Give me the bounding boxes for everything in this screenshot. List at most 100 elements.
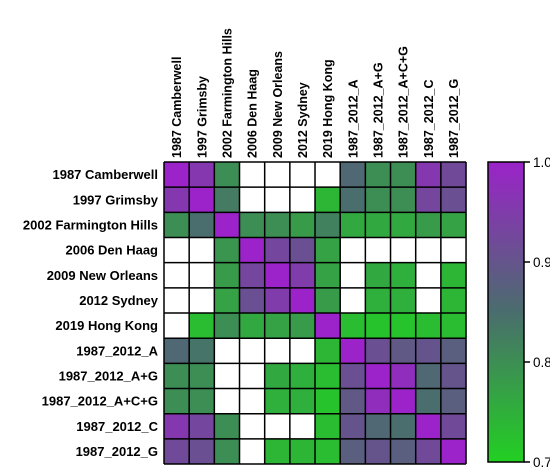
heatmap-cell <box>440 338 467 364</box>
heatmap-cell <box>239 363 265 389</box>
heatmap-cell <box>264 287 290 314</box>
heatmap-cell <box>214 237 240 263</box>
heatmap-cells <box>164 162 467 465</box>
heatmap-cell <box>390 262 416 288</box>
heatmap-cell <box>239 388 265 414</box>
column-label: 2006 Den Haag <box>246 69 260 158</box>
heatmap-cell <box>214 413 240 439</box>
heatmap-cell <box>164 338 190 364</box>
heatmap-cell <box>264 413 290 439</box>
row-label: 1987_2012_A <box>76 343 158 358</box>
heatmap-cell <box>440 212 467 238</box>
heatmap-cell <box>214 212 240 238</box>
heatmap-cell <box>315 162 341 188</box>
heatmap-cell <box>239 237 265 263</box>
heatmap-cell <box>365 438 391 465</box>
heatmap-cell <box>239 413 265 439</box>
heatmap-cell <box>390 212 416 238</box>
heatmap-cell <box>214 162 240 188</box>
column-label: 1987 Camberwell <box>170 57 184 158</box>
heatmap-cell <box>189 262 215 288</box>
heatmap-cell <box>390 162 416 188</box>
heatmap-cell <box>315 438 341 465</box>
column-label: 1997 Grimsby <box>195 76 209 158</box>
row-label: 1987 Camberwell <box>52 167 158 182</box>
heatmap-cell <box>289 187 316 213</box>
heatmap-cell <box>415 363 441 389</box>
heatmap-cell <box>365 313 391 339</box>
column-label: 1987_2012_A+G <box>371 62 385 158</box>
heatmap-cell <box>315 363 341 389</box>
heatmap-cell <box>340 162 366 188</box>
heatmap-cell <box>340 388 366 414</box>
row-label: 1987_2012_G <box>76 444 158 459</box>
heatmap-cell <box>289 363 316 389</box>
heatmap-cell <box>415 262 441 288</box>
heatmap-grid <box>163 161 467 465</box>
heatmap-cell <box>390 363 416 389</box>
heatmap-cell <box>390 438 416 465</box>
row-label: 1987_2012_C <box>76 419 158 434</box>
heatmap-cell <box>239 162 265 188</box>
heatmap-cell <box>390 313 416 339</box>
heatmap-cell <box>239 212 265 238</box>
heatmap-cell <box>264 187 290 213</box>
heatmap-cell <box>239 187 265 213</box>
heatmap-cell <box>440 262 467 288</box>
heatmap-cell <box>340 413 366 439</box>
colorbar-gradient <box>487 161 525 463</box>
heatmap-cell <box>189 388 215 414</box>
heatmap-cell <box>264 237 290 263</box>
heatmap-cell <box>214 438 240 465</box>
column-label: 1987_2012_A <box>346 79 360 158</box>
heatmap-cell <box>164 237 190 263</box>
heatmap-cell <box>315 237 341 263</box>
heatmap-cell <box>239 313 265 339</box>
heatmap-cell <box>164 187 190 213</box>
heatmap-cell <box>365 338 391 364</box>
heatmap-cell <box>315 388 341 414</box>
colorbar-tick-label: 0.9 <box>533 255 550 270</box>
heatmap-cell <box>164 212 190 238</box>
heatmap-cell <box>189 363 215 389</box>
column-label: 1987_2012_A+C+G <box>397 46 411 158</box>
heatmap-cell <box>440 388 467 414</box>
heatmap-cell <box>415 438 441 465</box>
row-labels: 1987 Camberwell 1997 Grimsby 2002 Farmingt… <box>23 167 159 459</box>
heatmap-cell <box>189 338 215 364</box>
row-label: 2019 Hong Kong <box>55 318 158 333</box>
heatmap-cell <box>365 287 391 314</box>
heatmap-cell <box>440 438 467 465</box>
heatmap-cell <box>214 287 240 314</box>
colorbar: 1.0 0.9 0.8 0.7 <box>487 155 550 470</box>
heatmap-cell <box>214 338 240 364</box>
heatmap-cell <box>390 187 416 213</box>
column-label: 1987_2012_G <box>447 79 461 158</box>
heatmap-cell <box>289 212 316 238</box>
heatmap-cell <box>365 388 391 414</box>
heatmap-cell <box>189 237 215 263</box>
heatmap-cell <box>365 237 391 263</box>
heatmap-cell <box>315 212 341 238</box>
heatmap-cell <box>264 162 290 188</box>
heatmap-cell <box>289 162 316 188</box>
heatmap-cell <box>390 388 416 414</box>
heatmap-cell <box>239 438 265 465</box>
heatmap-cell <box>189 413 215 439</box>
heatmap-cell <box>340 187 366 213</box>
heatmap-cell <box>440 287 467 314</box>
row-label: 1997 Grimsby <box>73 192 159 207</box>
row-label: 1987_2012_A+G <box>59 368 158 383</box>
heatmap-cell <box>390 338 416 364</box>
heatmap-cell <box>189 212 215 238</box>
heatmap-cell <box>264 338 290 364</box>
heatmap-cell <box>214 313 240 339</box>
heatmap-cell <box>289 262 316 288</box>
heatmap-cell <box>264 363 290 389</box>
heatmap-cell <box>440 413 467 439</box>
heatmap-cell <box>390 413 416 439</box>
row-label: 2006 Den Haag <box>66 243 159 258</box>
heatmap-cell <box>440 162 467 188</box>
heatmap-cell <box>415 413 441 439</box>
heatmap-cell <box>415 338 441 364</box>
